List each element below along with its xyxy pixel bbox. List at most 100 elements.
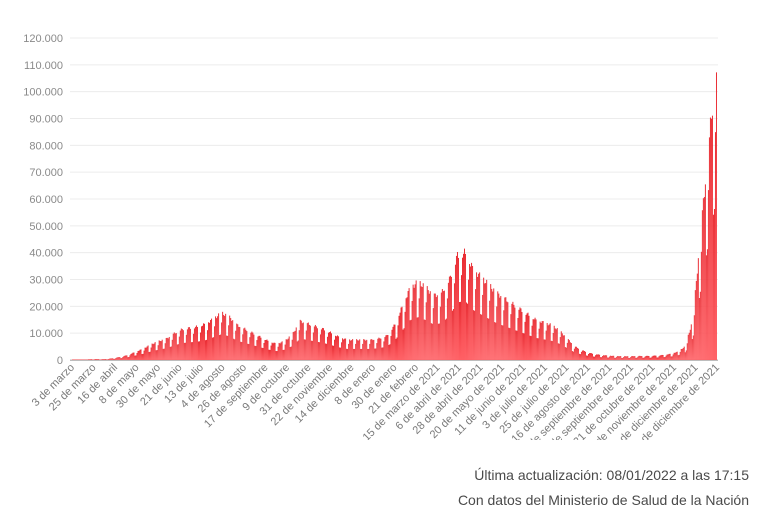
- bar: [297, 340, 299, 360]
- bar: [292, 332, 294, 360]
- bar: [434, 293, 436, 360]
- bar: [218, 313, 220, 360]
- bar: [335, 335, 336, 360]
- bar: [525, 314, 527, 360]
- bar: [629, 357, 631, 360]
- bar: [532, 319, 534, 360]
- bar: [678, 354, 680, 360]
- bar: [306, 323, 308, 360]
- bar: [106, 359, 108, 360]
- bar: [168, 336, 170, 360]
- bar: [163, 348, 165, 360]
- bar: [101, 359, 103, 360]
- bar: [613, 355, 615, 360]
- bar: [461, 275, 462, 360]
- bar: [467, 303, 469, 360]
- bar: [548, 324, 550, 360]
- bar: [602, 356, 604, 360]
- bar: [268, 349, 270, 360]
- bar: [640, 356, 642, 360]
- bar: [527, 312, 529, 360]
- bar: [658, 356, 660, 360]
- bar: [657, 357, 659, 360]
- bar: [446, 298, 448, 360]
- bar: [273, 342, 275, 360]
- bar: [291, 339, 293, 360]
- bar: [485, 283, 487, 360]
- bar: [491, 288, 493, 360]
- bar: [404, 311, 406, 360]
- bar: [113, 358, 115, 360]
- bar: [624, 356, 626, 360]
- bar: [176, 344, 178, 360]
- bar: [628, 357, 630, 360]
- bar: [337, 335, 339, 360]
- bar: [94, 359, 96, 360]
- bar: [333, 345, 334, 360]
- bar: [449, 275, 451, 360]
- bar: [122, 357, 124, 360]
- bar: [498, 293, 500, 360]
- bar: [516, 330, 518, 360]
- bar: [226, 335, 228, 360]
- bar: [475, 289, 477, 360]
- bar: [208, 322, 210, 360]
- bar: [542, 321, 544, 360]
- bar: [183, 342, 185, 360]
- bar: [460, 301, 461, 360]
- bar: [481, 314, 483, 360]
- bar: [357, 340, 359, 360]
- bar: [572, 351, 574, 360]
- bar: [494, 322, 496, 360]
- bar: [444, 319, 446, 360]
- bar: [237, 324, 239, 360]
- bar: [332, 345, 333, 360]
- bar: [155, 350, 157, 360]
- bar: [453, 283, 455, 360]
- bar: [401, 306, 403, 360]
- bar: [185, 334, 187, 360]
- bar: [571, 351, 573, 360]
- bar: [648, 356, 650, 360]
- bar: [482, 294, 484, 360]
- bar: [191, 342, 193, 360]
- bar: [179, 330, 181, 360]
- bar: [530, 336, 532, 360]
- bar: [172, 333, 174, 360]
- bar: [305, 330, 307, 360]
- bar: [574, 346, 576, 360]
- bar: [603, 355, 605, 360]
- bar: [213, 337, 215, 360]
- bar: [193, 328, 195, 360]
- bar: [220, 334, 222, 360]
- bar: [331, 333, 332, 360]
- bar: [431, 323, 433, 360]
- bar: [526, 313, 528, 360]
- bar: [118, 357, 120, 360]
- bar: [116, 357, 118, 360]
- bar: [508, 327, 510, 360]
- bar: [72, 359, 73, 360]
- bar: [428, 293, 430, 360]
- bar: [450, 276, 452, 360]
- bar: [598, 354, 600, 360]
- bar: [383, 341, 385, 360]
- bar: [623, 356, 625, 360]
- bar: [520, 308, 522, 360]
- bar: [510, 314, 512, 360]
- bar: [655, 355, 657, 360]
- bar: [676, 351, 678, 360]
- bar: [462, 257, 463, 360]
- bar: [607, 357, 609, 360]
- bar: [278, 342, 280, 360]
- bar: [144, 347, 146, 360]
- bar: [182, 330, 184, 360]
- bar: [304, 339, 306, 360]
- bar: [452, 308, 454, 360]
- bar: [417, 317, 419, 360]
- bar: [393, 324, 395, 360]
- bar: [544, 339, 546, 360]
- bar: [143, 350, 145, 360]
- bar: [486, 279, 488, 360]
- y-tick-label: 50.000: [29, 221, 63, 233]
